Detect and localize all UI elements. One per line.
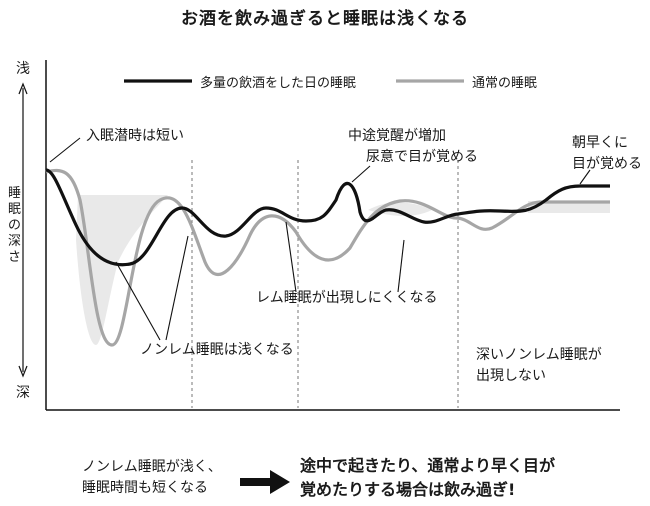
shade-region-deep-sleep [76, 195, 168, 345]
pointer-rem-2 [397, 239, 405, 293]
footer-left-line2: 睡眠時間も短くなる [82, 480, 208, 496]
pointer-nonrem-2 [165, 235, 189, 341]
chart-title: お酒を飲み過ぎると睡眠は浅くなる [181, 9, 469, 29]
pointer-rem-1 [285, 221, 297, 293]
pointer-sleep-latency [49, 137, 81, 163]
pointer-waking [351, 165, 371, 183]
footer-right-line2: 覚めたりする場合は飲み過ぎ! [300, 480, 516, 499]
footer-left-line1: ノンレム睡眠が浅く、 [82, 459, 222, 475]
y-axis-label: 睡眠の深さ [8, 186, 22, 265]
annotation-waking-line2: 尿意で目が覚める [366, 149, 478, 165]
footer-arrow-icon [240, 470, 290, 494]
pointer-early [579, 169, 591, 185]
y-direction-arrow-up-head [18, 82, 28, 95]
y-direction-arrow-down-head [18, 365, 28, 378]
y-axis-bottom-label: 深 [16, 385, 30, 401]
annotation-deep-line2: 出現しない [476, 368, 546, 384]
annotation-early-line2: 目が覚める [572, 156, 642, 172]
series-line-drinking [45, 168, 610, 267]
annotation-deep-line1: 深いノンレム睡眠が [476, 347, 602, 363]
y-axis-top-label: 浅 [16, 61, 30, 77]
footer-right: 途中で起きたり、通常より早く目が 覚めたりする場合は飲み過ぎ! [300, 454, 555, 502]
footer-right-line1: 途中で起きたり、通常より早く目が [300, 456, 556, 475]
annotation-rem: レム睡眠が出現しにくくなる [256, 290, 438, 306]
pointer-nonrem-1 [115, 261, 161, 341]
annotation-nonrem: ノンレム睡眠は浅くなる [140, 342, 294, 358]
annotation-early-line1: 朝早くに [572, 135, 628, 151]
series-line-normal [45, 168, 610, 347]
footer-left: ノンレム睡眠が浅く、 睡眠時間も短くなる [82, 457, 222, 499]
legend-label-normal: 通常の睡眠 [472, 76, 538, 91]
annotation-sleep-latency: 入眠潜時は短い [86, 128, 184, 144]
annotation-waking-line1: 中途覚醒が増加 [348, 128, 446, 144]
shade-region-early-wake [528, 201, 610, 213]
legend-label-drinking: 多量の飲酒をした日の睡眠 [200, 76, 357, 91]
